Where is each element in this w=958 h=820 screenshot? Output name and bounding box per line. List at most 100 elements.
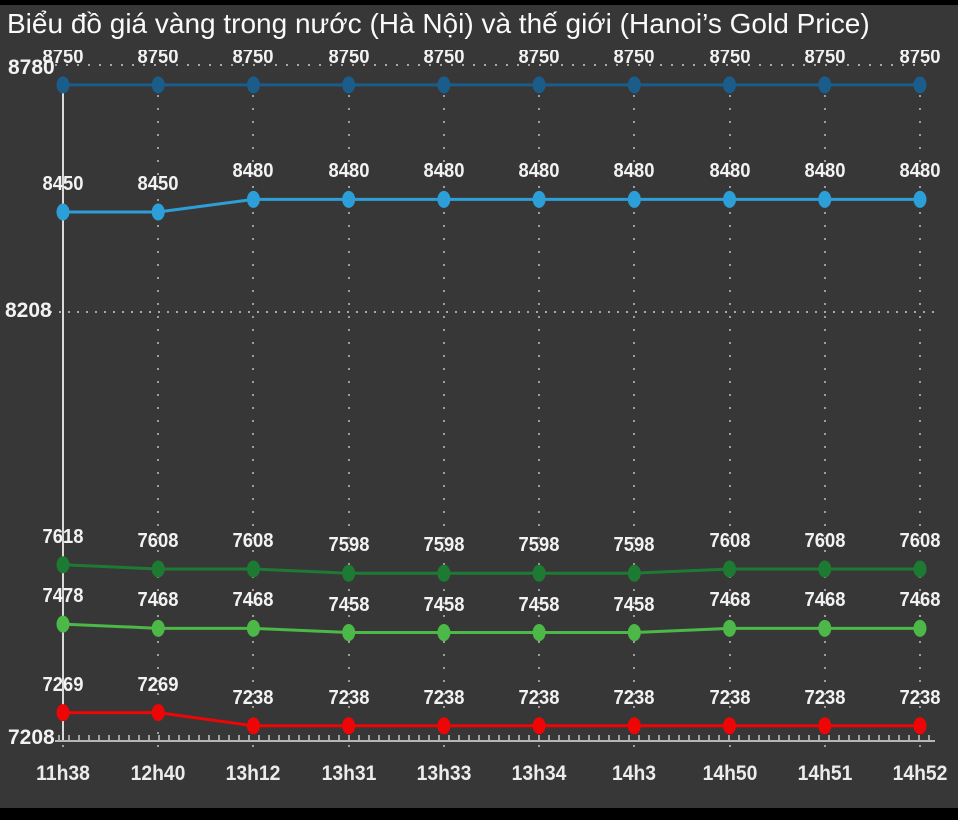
data-point-label: 7458 <box>518 593 560 616</box>
data-point-label: 7238 <box>232 686 274 709</box>
chart-title: Biểu đồ giá vàng trong nước (Hà Nội) và … <box>7 8 870 39</box>
data-point-label: 7608 <box>899 529 941 552</box>
data-point-marker-dark-green <box>437 564 451 582</box>
y-axis-label: 7208 <box>8 726 55 749</box>
crosshair-line <box>62 90 64 740</box>
series-line-red <box>63 711 920 728</box>
v-gridline <box>442 95 445 755</box>
data-point-marker-dark-blue <box>246 76 260 94</box>
data-point-label: 7458 <box>328 593 370 616</box>
data-point-marker-dark-green <box>723 560 737 578</box>
v-gridline <box>633 95 636 755</box>
x-axis-line <box>55 740 935 742</box>
data-point-marker-light-green <box>56 615 70 633</box>
v-gridline <box>157 95 160 755</box>
data-point-label: 7468 <box>137 589 179 612</box>
h-gridline <box>50 311 940 313</box>
data-point-marker-light-green <box>151 619 165 637</box>
series-line-light-green <box>62 622 920 635</box>
data-point-marker-dark-green <box>342 564 356 582</box>
data-point-marker-light-green <box>342 624 356 642</box>
data-point-marker-light-green <box>627 624 641 642</box>
data-point-label: 7238 <box>328 686 370 709</box>
data-point-label: 8750 <box>328 50 370 68</box>
x-tick-label: 14h3 <box>612 762 657 785</box>
x-tick-label: 14h51 <box>797 762 853 785</box>
data-point-marker-light-blue <box>246 190 260 208</box>
data-point-label: 8750 <box>613 50 655 68</box>
x-tick-label: 13h12 <box>226 762 281 785</box>
data-point-marker-dark-green <box>151 560 165 578</box>
data-point-label: 8750 <box>423 50 465 68</box>
data-point-label: 8750 <box>137 50 179 68</box>
data-point-label: 8480 <box>613 160 655 183</box>
data-point-label: 8750 <box>899 50 941 68</box>
data-point-marker-light-green <box>723 619 737 637</box>
v-gridline <box>918 95 921 755</box>
data-point-label: 7238 <box>899 686 941 709</box>
data-point-label: 8480 <box>518 160 560 183</box>
data-point-marker-dark-blue <box>913 76 927 94</box>
v-gridline <box>347 95 350 755</box>
data-point-marker-dark-blue <box>818 76 832 94</box>
data-point-marker-red <box>532 717 546 735</box>
data-point-marker-red <box>151 704 165 722</box>
data-point-marker-light-green <box>532 624 546 642</box>
x-tick-label: 13h33 <box>416 762 472 785</box>
data-point-marker-dark-blue <box>437 76 451 94</box>
v-gridline <box>823 95 826 755</box>
data-point-label: 8480 <box>232 160 274 183</box>
x-tick-label: 12h40 <box>130 762 186 785</box>
data-point-marker-light-green <box>246 619 260 637</box>
data-point-marker-light-green <box>437 624 451 642</box>
y-axis-label: 8780 <box>8 56 55 79</box>
x-tick-label: 14h50 <box>702 762 757 785</box>
data-point-marker-dark-blue <box>532 76 546 94</box>
data-point-marker-light-green <box>818 619 832 637</box>
data-point-marker-light-blue <box>913 190 927 208</box>
data-point-marker-light-blue <box>818 190 832 208</box>
data-point-label: 7468 <box>899 589 941 612</box>
data-point-label: 7269 <box>137 673 179 696</box>
data-point-marker-red <box>627 717 641 735</box>
data-point-label: 7468 <box>709 589 751 612</box>
data-point-marker-dark-green <box>627 564 641 582</box>
data-point-marker-light-blue <box>342 190 356 208</box>
data-point-marker-dark-green <box>913 560 927 578</box>
data-point-marker-light-blue <box>627 190 641 208</box>
data-point-label: 7478 <box>42 585 84 608</box>
data-point-marker-light-blue <box>56 203 70 221</box>
data-point-marker-light-blue <box>151 203 165 221</box>
data-point-marker-red <box>56 704 70 722</box>
x-tick-label: 11h38 <box>36 762 90 785</box>
data-point-label: 7238 <box>804 686 846 709</box>
data-point-label: 8480 <box>328 160 370 183</box>
data-point-label: 7458 <box>423 593 465 616</box>
data-point-label: 7468 <box>232 589 274 612</box>
data-point-label: 7458 <box>613 593 655 616</box>
series-layer <box>56 76 927 735</box>
data-point-label: 7608 <box>804 529 846 552</box>
v-gridline <box>728 95 731 755</box>
data-point-label: 7238 <box>709 686 751 709</box>
data-point-marker-red <box>723 717 737 735</box>
data-point-label: 7238 <box>518 686 560 709</box>
data-point-label: 8750 <box>804 50 846 68</box>
data-point-label: 7618 <box>42 525 84 548</box>
gridline-layer <box>0 50 958 808</box>
data-point-label: 8480 <box>423 160 465 183</box>
data-point-marker-light-green <box>913 619 927 637</box>
data-point-label: 7598 <box>328 534 370 557</box>
plot-area: 8780 8208 7208 8750 8750 8750 8750 8750 8750 8… <box>0 50 958 808</box>
data-point-marker-dark-blue <box>342 76 356 94</box>
data-point-marker-dark-blue <box>723 76 737 94</box>
data-point-marker-light-blue <box>723 190 737 208</box>
series-line-dark-green <box>62 563 920 575</box>
data-point-marker-red <box>818 717 832 735</box>
data-point-marker-light-blue <box>532 190 546 208</box>
series-line-light-blue <box>63 197 920 214</box>
v-gridline <box>252 95 255 755</box>
data-point-marker-dark-blue <box>151 76 165 94</box>
data-point-label: 7608 <box>709 529 751 552</box>
